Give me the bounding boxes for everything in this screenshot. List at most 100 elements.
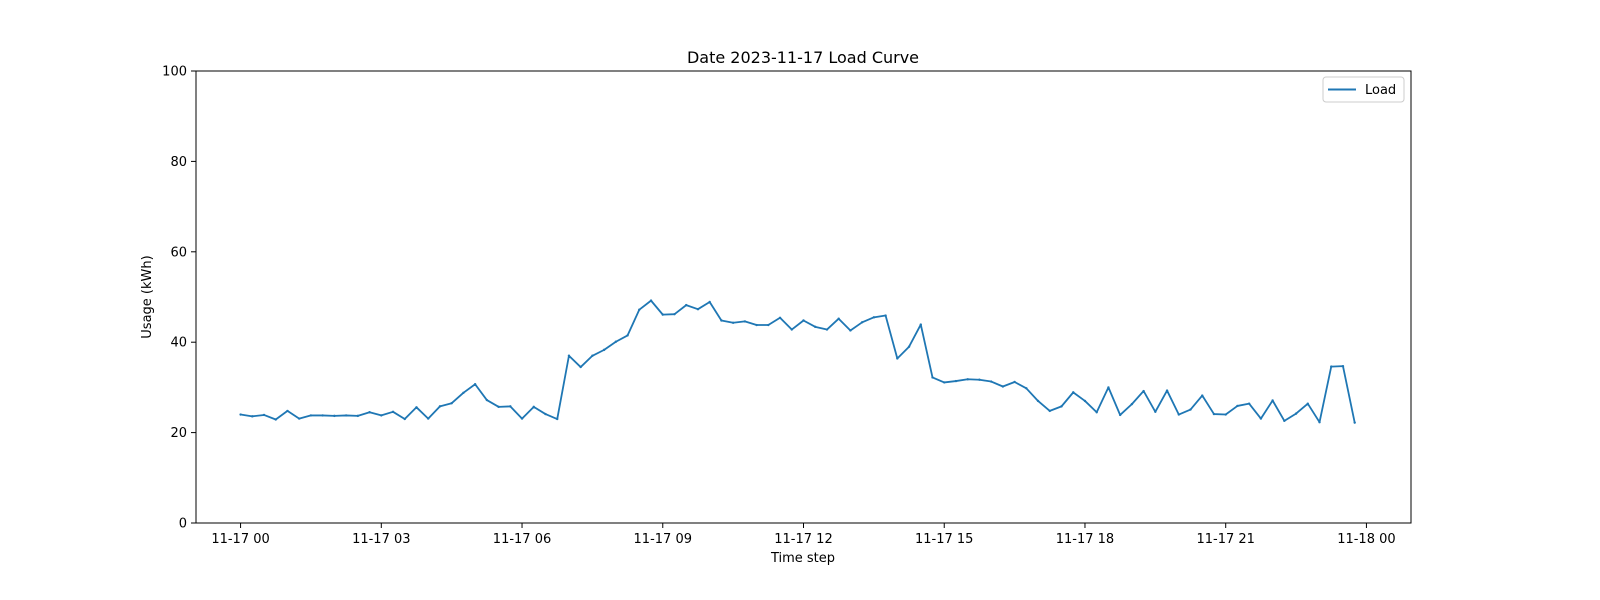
data-point bbox=[778, 316, 782, 319]
data-point bbox=[1048, 409, 1051, 413]
y-tick-label: 0 bbox=[179, 517, 187, 532]
data-point bbox=[1036, 399, 1040, 403]
data-point bbox=[544, 412, 547, 416]
data-point bbox=[239, 413, 242, 416]
data-point bbox=[731, 321, 735, 324]
data-point bbox=[720, 319, 723, 322]
data-point bbox=[298, 417, 301, 420]
data-point bbox=[708, 300, 711, 304]
data-point bbox=[837, 317, 840, 320]
y-axis: 0 20 40 60 80 100 bbox=[162, 65, 196, 532]
data-point bbox=[333, 414, 336, 418]
data-point bbox=[368, 411, 371, 414]
x-tick-label: 11-17 03 bbox=[352, 532, 410, 547]
x-tick-label: 11-17 18 bbox=[1056, 532, 1114, 547]
data-point bbox=[1060, 405, 1063, 408]
x-tick-label: 11-17 00 bbox=[211, 532, 269, 547]
y-tick-label: 40 bbox=[170, 336, 187, 351]
data-point bbox=[767, 323, 770, 327]
data-point bbox=[1072, 391, 1075, 394]
data-point bbox=[274, 418, 277, 421]
x-axis: 11-17 00 11-17 03 11-17 06 11-17 09 11-17 12… bbox=[211, 523, 1396, 547]
data-point bbox=[380, 414, 383, 417]
data-point bbox=[1001, 385, 1005, 388]
x-tick-label: 11-18 00 bbox=[1337, 532, 1395, 547]
y-tick-label: 60 bbox=[170, 245, 187, 260]
data-point bbox=[884, 314, 887, 317]
data-point bbox=[579, 365, 582, 369]
data-point bbox=[1165, 389, 1169, 392]
data-point bbox=[943, 381, 946, 384]
data-point bbox=[497, 405, 500, 409]
data-point bbox=[638, 308, 641, 311]
data-point bbox=[814, 325, 817, 329]
data-point bbox=[1236, 404, 1239, 408]
data-point bbox=[591, 354, 594, 357]
data-point bbox=[473, 383, 477, 386]
data-point bbox=[1095, 411, 1098, 414]
data-point bbox=[1201, 394, 1204, 397]
x-tick-label: 11-17 06 bbox=[493, 532, 551, 547]
y-tick-label: 80 bbox=[170, 155, 187, 170]
legend-label-load: Load bbox=[1365, 83, 1396, 98]
data-point bbox=[602, 348, 606, 352]
data-point bbox=[931, 376, 934, 379]
data-point bbox=[1212, 412, 1216, 416]
data-point bbox=[1224, 413, 1227, 416]
series-line-load bbox=[240, 299, 1356, 424]
data-point bbox=[286, 409, 289, 413]
data-point bbox=[1318, 421, 1321, 424]
data-point bbox=[532, 405, 535, 409]
data-point bbox=[790, 328, 793, 331]
data-point bbox=[1247, 402, 1251, 405]
legend-box bbox=[1322, 76, 1405, 103]
data-point bbox=[520, 417, 524, 420]
data-point bbox=[1294, 412, 1298, 415]
data-point bbox=[262, 413, 266, 417]
y-axis-label: Usage (kWh) bbox=[140, 255, 155, 338]
data-point bbox=[966, 378, 969, 381]
data-point bbox=[485, 398, 489, 402]
data-point bbox=[1306, 402, 1309, 405]
data-point bbox=[696, 308, 700, 311]
data-point bbox=[321, 414, 324, 417]
data-point bbox=[849, 329, 852, 332]
data-point bbox=[1177, 413, 1180, 416]
data-point bbox=[1142, 389, 1145, 393]
y-tick-label: 100 bbox=[162, 65, 187, 80]
data-point bbox=[802, 319, 805, 322]
data-point bbox=[427, 417, 430, 420]
data-point bbox=[556, 417, 559, 421]
data-point bbox=[954, 379, 958, 383]
data-point bbox=[1154, 410, 1157, 414]
data-point bbox=[626, 334, 629, 337]
x-tick-label: 11-17 21 bbox=[1196, 532, 1254, 547]
data-point bbox=[1189, 408, 1192, 411]
data-point bbox=[344, 414, 348, 417]
data-point bbox=[1025, 387, 1028, 390]
data-point bbox=[1013, 380, 1016, 384]
data-point bbox=[1130, 402, 1134, 406]
x-tick-label: 11-17 15 bbox=[915, 532, 973, 547]
data-point bbox=[755, 323, 758, 327]
data-point bbox=[1353, 421, 1356, 424]
data-point bbox=[860, 321, 864, 324]
data-point bbox=[1083, 399, 1087, 403]
data-point bbox=[661, 313, 664, 316]
x-axis-label: Time step bbox=[770, 551, 835, 566]
data-point bbox=[309, 414, 313, 417]
y-tick-label: 20 bbox=[170, 426, 187, 441]
data-point bbox=[1107, 386, 1110, 389]
data-point bbox=[356, 414, 360, 418]
legend: Load bbox=[1322, 76, 1405, 103]
data-point bbox=[1330, 365, 1333, 368]
data-point bbox=[1259, 417, 1263, 420]
data-point bbox=[1283, 419, 1286, 423]
data-point bbox=[567, 354, 571, 357]
data-point bbox=[391, 410, 395, 414]
data-point bbox=[673, 312, 676, 316]
data-point bbox=[251, 415, 254, 418]
data-point bbox=[509, 405, 512, 408]
data-point bbox=[1118, 413, 1122, 417]
